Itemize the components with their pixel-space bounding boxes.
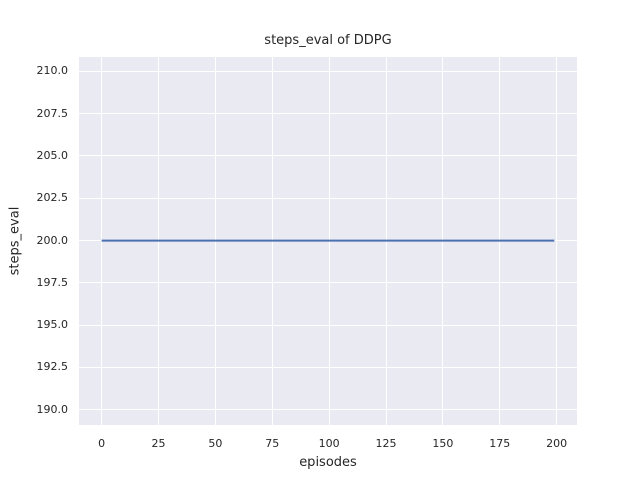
y-tick-label: 190.0 (36, 402, 69, 416)
vertical-gridline (556, 57, 558, 425)
x-tick-label: 50 (208, 437, 223, 450)
y-tick-label: 200.0 (36, 233, 69, 247)
horizontal-gridline (79, 409, 577, 411)
y-tick-label: 207.5 (36, 106, 69, 120)
plot-area (79, 57, 577, 425)
horizontal-gridline (79, 197, 577, 199)
y-tick-label: 192.5 (36, 360, 69, 374)
x-axis-label: episodes (299, 455, 357, 470)
y-tick-label: 210.0 (36, 64, 69, 78)
x-tick-label: 0 (98, 437, 106, 450)
vertical-gridline (101, 57, 103, 425)
horizontal-gridline (79, 366, 577, 368)
x-tick-label: 100 (318, 437, 340, 450)
horizontal-gridline (79, 70, 577, 72)
y-tick-label: 205.0 (36, 148, 69, 162)
horizontal-gridline (79, 324, 577, 326)
x-tick-label: 200 (546, 437, 568, 450)
data-line-layer (101, 239, 555, 242)
chart-title: steps_eval of DDPG (264, 33, 392, 48)
x-tick-label: 125 (375, 437, 397, 450)
x-tick-label: 75 (265, 437, 280, 450)
y-tick-label: 195.0 (36, 318, 69, 332)
horizontal-gridline (79, 282, 577, 284)
horizontal-gridline (79, 155, 577, 157)
y-tick-label: 202.5 (36, 191, 69, 205)
horizontal-gridline (79, 113, 577, 115)
y-tick-label: 197.5 (36, 275, 69, 289)
x-tick-label: 150 (432, 437, 454, 450)
x-tick-label: 25 (151, 437, 166, 450)
x-tick-label: 175 (489, 437, 511, 450)
